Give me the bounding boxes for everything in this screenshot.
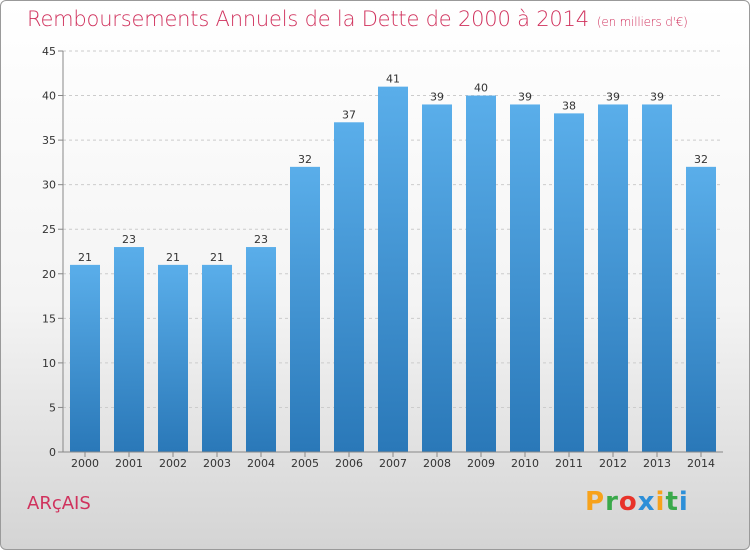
x-tick-label: 2008 [423, 457, 451, 470]
chart-title: Remboursements Annuels de la Dette de 20… [27, 7, 688, 31]
bar [422, 104, 452, 452]
bar [114, 247, 144, 452]
data-label: 21 [78, 251, 92, 264]
data-label: 32 [694, 153, 708, 166]
x-tick-label: 2002 [159, 457, 187, 470]
data-label: 23 [254, 233, 268, 246]
y-tick-label: 15 [42, 312, 56, 325]
logo-letter: P [585, 487, 606, 517]
x-tick-label: 2013 [643, 457, 671, 470]
y-tick-label: 10 [42, 357, 56, 370]
data-label: 39 [650, 90, 664, 103]
proxiti-logo[interactable]: Proxiti [585, 487, 689, 517]
data-label: 37 [342, 108, 356, 121]
x-tick-label: 2014 [687, 457, 715, 470]
data-label: 32 [298, 153, 312, 166]
bar [554, 113, 584, 452]
y-tick-label: 25 [42, 223, 56, 236]
logo-letter: i [678, 487, 689, 517]
data-label: 21 [210, 251, 224, 264]
x-tick-label: 2007 [379, 457, 407, 470]
x-tick-label: 2004 [247, 457, 275, 470]
data-label: 21 [166, 251, 180, 264]
y-tick-label: 20 [42, 268, 56, 281]
title-text: Remboursements Annuels de la Dette de 20… [27, 7, 589, 31]
data-label: 38 [562, 99, 576, 112]
x-tick-label: 2010 [511, 457, 539, 470]
logo-letter: x [637, 487, 656, 517]
x-tick-label: 2005 [291, 457, 319, 470]
logo-letter: t [665, 487, 679, 517]
bar [246, 247, 276, 452]
bar [158, 264, 188, 452]
x-tick-label: 2000 [71, 457, 99, 470]
y-tick-label: 0 [49, 446, 56, 459]
x-tick-label: 2012 [599, 457, 627, 470]
bar [70, 264, 100, 452]
town-name: ARçAIS [27, 493, 91, 514]
bar [466, 95, 496, 453]
bar [334, 122, 364, 453]
x-tick-label: 2009 [467, 457, 495, 470]
y-tick-label: 45 [42, 45, 56, 58]
bar [686, 166, 716, 452]
bar [202, 264, 232, 452]
bar [510, 104, 540, 452]
x-tick-label: 2001 [115, 457, 143, 470]
bar [378, 86, 408, 453]
bar [642, 104, 672, 452]
y-tick-label: 30 [42, 179, 56, 192]
axes [58, 50, 723, 457]
bars [70, 86, 716, 453]
data-label: 23 [122, 233, 136, 246]
logo-letter: r [605, 487, 619, 517]
y-tick-label: 35 [42, 134, 56, 147]
data-label: 41 [386, 73, 400, 86]
logo-letter: o [618, 487, 638, 517]
data-label: 40 [474, 82, 488, 95]
data-label: 39 [430, 90, 444, 103]
logo-letter: i [655, 487, 666, 517]
x-tick-label: 2006 [335, 457, 363, 470]
data-label: 39 [518, 90, 532, 103]
labels: 0 5 10 15 20 25 30 35 40 45 21 2000 23 2001 21 2002 21 20… [42, 45, 715, 470]
y-tick-label: 40 [42, 90, 56, 103]
y-tick-label: 5 [49, 401, 56, 414]
chart-subtitle: (en milliers d'€) [596, 15, 688, 29]
bar [290, 166, 320, 452]
x-tick-label: 2003 [203, 457, 231, 470]
data-label: 39 [606, 90, 620, 103]
x-tick-label: 2011 [555, 457, 583, 470]
bar [598, 104, 628, 452]
